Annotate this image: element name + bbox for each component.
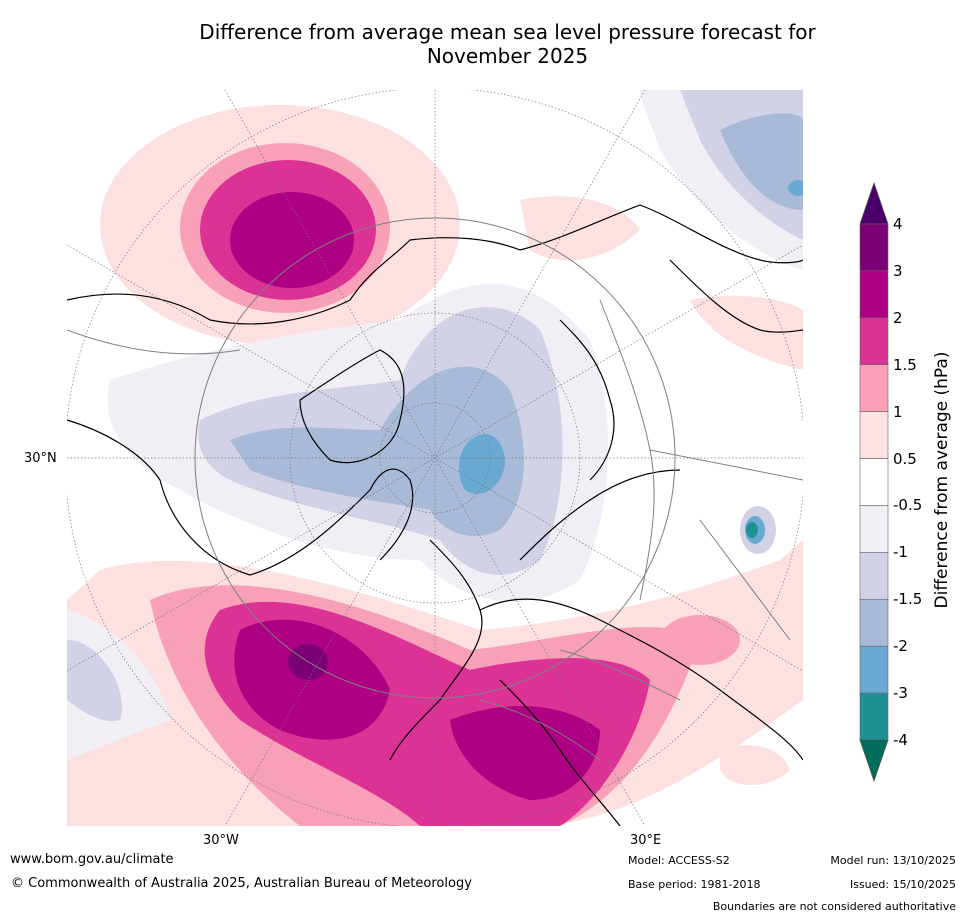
boundaries-disclaimer: Boundaries are not considered authoritat… <box>712 900 956 913</box>
country-borders <box>67 299 803 761</box>
anomaly-low-northeast <box>640 90 803 270</box>
lon-label-30e: 30°E <box>630 833 662 848</box>
copyright-text: © Commonwealth of Australia 2025, Austra… <box>11 876 472 891</box>
colorbar-tick-label: 2 <box>893 308 903 327</box>
map-title: Difference from average mean sea level p… <box>100 20 915 68</box>
colorbar-band <box>859 364 889 412</box>
colorbar-tick-label: 0.5 <box>893 449 917 468</box>
colorbar-tick-label: 3 <box>893 261 903 280</box>
anomaly-low-small <box>740 506 776 554</box>
colorbar-tick-label: -2 <box>893 637 908 656</box>
lat-label-30n: 30°N <box>24 451 57 466</box>
colorbar-band <box>859 645 889 694</box>
anomaly-low-southwest <box>67 610 170 760</box>
colorbar-band <box>859 692 889 741</box>
anomaly-high-east <box>520 196 803 785</box>
colorbar-tick-label: -1.5 <box>893 590 923 609</box>
colorbar-bands <box>859 223 889 741</box>
colorbar-band <box>859 598 889 647</box>
anomaly-low-arctic <box>107 283 609 602</box>
colorbar-tick-label: 1.5 <box>893 355 917 374</box>
colorbar-band <box>859 317 889 366</box>
colorbar-tick-label: 4 <box>893 215 903 233</box>
latitude-30n-ring <box>194 217 676 699</box>
colorbar-band <box>859 552 889 600</box>
title-line-2: November 2025 <box>426 44 589 68</box>
issued-date: Issued: 15/10/2025 <box>849 878 956 891</box>
model-run: Model run: 13/10/2025 <box>830 854 956 867</box>
anomaly-high-north-pacific <box>100 105 460 345</box>
colorbar-band <box>859 270 889 319</box>
colorbar-band <box>859 223 889 272</box>
title-line-1: Difference from average mean sea level p… <box>199 20 816 44</box>
colorbar-band <box>859 411 889 459</box>
colorbar-band <box>859 505 889 553</box>
colorbar-tick-label: 1 <box>893 402 903 421</box>
colorbar-under-arrow <box>859 739 889 783</box>
colorbar-tick-label: -4 <box>893 731 908 749</box>
colorbar-tick-label: -3 <box>893 684 908 703</box>
website-link[interactable]: www.bom.gov.au/climate <box>10 852 174 867</box>
model-name: Model: ACCESS-S2 <box>628 854 730 867</box>
lon-label-30w: 30°W <box>203 833 239 848</box>
coastlines <box>67 204 803 826</box>
colorbar-tick-label: -0.5 <box>893 496 923 515</box>
colorbar-title: Difference from average (hPa) <box>932 351 952 609</box>
colorbar-over-arrow <box>859 181 889 225</box>
colorbar-band <box>859 458 889 506</box>
colorbar-tick-label: -1 <box>893 543 908 562</box>
base-period: Base period: 1981-2018 <box>628 878 761 891</box>
